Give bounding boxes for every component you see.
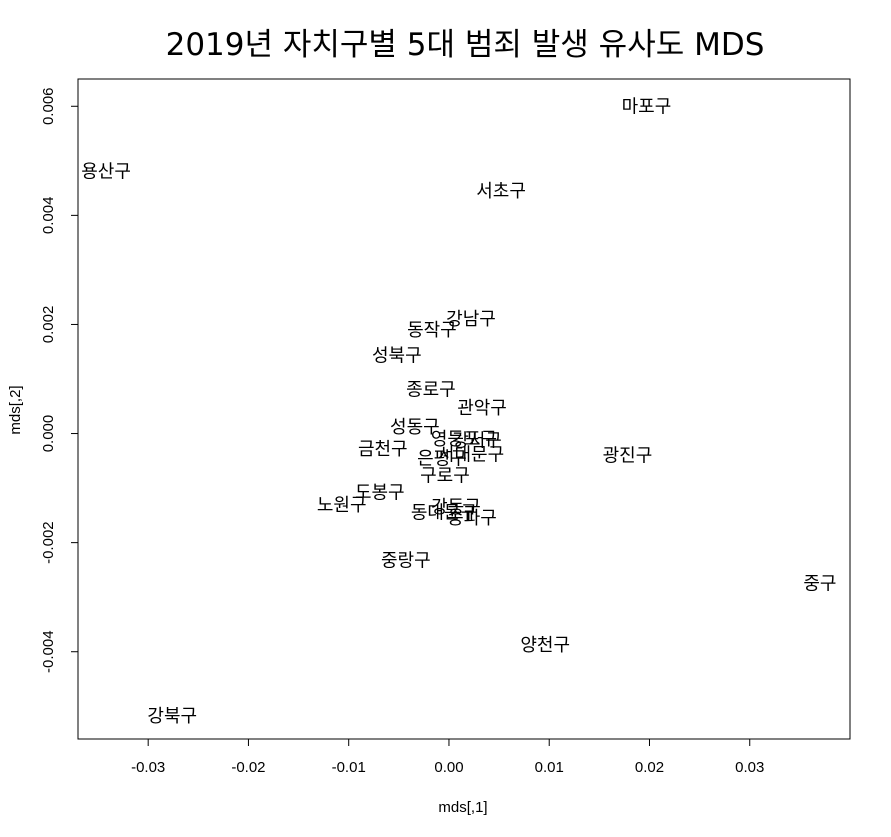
point-label: 관악구 xyxy=(457,398,507,419)
point-label: 동대문구 xyxy=(411,503,477,524)
point-label: 노원구 xyxy=(317,495,367,516)
chart-title: 2019년 자치구별 5대 범죄 발생 유사도 MDS xyxy=(166,27,765,63)
point-label: 성북구 xyxy=(372,346,422,367)
point-label: 도봉구 xyxy=(355,482,405,503)
x-tick-label: -0.01 xyxy=(332,759,366,776)
point-label: 양천구 xyxy=(520,635,570,656)
y-tick-label: -0.002 xyxy=(40,521,57,564)
point-label: 은평구 xyxy=(417,449,467,470)
point-label: 강북구 xyxy=(147,706,197,727)
x-tick-label: -0.02 xyxy=(231,759,265,776)
y-tick-label: 0.000 xyxy=(40,415,57,453)
x-axis-title: mds[,1] xyxy=(438,799,487,816)
point-label: 서대문구 xyxy=(438,444,504,465)
x-tick-label: 0.00 xyxy=(434,759,463,776)
x-tick-label: 0.01 xyxy=(535,759,564,776)
point-label: 중구 xyxy=(803,574,836,595)
point-label: 마포구 xyxy=(622,96,672,117)
point-label: 구로구 xyxy=(420,466,470,487)
x-axis: -0.03 -0.02 -0.01 0.00 0.01 0.02 0.03 xyxy=(131,739,764,776)
y-tick-label: 0.002 xyxy=(40,306,57,344)
point-label: 광진구 xyxy=(603,445,653,466)
y-axis-title: mds[,2] xyxy=(7,385,24,434)
x-tick-label: 0.03 xyxy=(735,759,764,776)
point-label: 동작구 xyxy=(407,320,457,341)
point-label: 강서구 xyxy=(452,431,502,452)
point-label: 송파구 xyxy=(447,508,497,529)
y-tick-label: 0.004 xyxy=(40,197,57,235)
point-label: 용산구 xyxy=(81,162,131,183)
point-label: 강동구 xyxy=(431,497,481,518)
y-axis: -0.004 -0.002 0.000 0.002 0.004 0.006 xyxy=(40,87,78,673)
point-label: 강남구 xyxy=(446,309,496,330)
y-tick-label: -0.004 xyxy=(40,630,57,673)
point-label: 중랑구 xyxy=(381,551,431,572)
point-label: 서초구 xyxy=(476,181,526,202)
point-label: 금천구 xyxy=(358,439,408,460)
point-label: 종로구 xyxy=(406,379,456,400)
x-tick-label: -0.03 xyxy=(131,759,165,776)
y-tick-label: 0.006 xyxy=(40,87,57,125)
x-tick-label: 0.02 xyxy=(635,759,664,776)
point-label: 성동구 xyxy=(390,417,440,438)
point-label: 영등포구 xyxy=(431,429,497,450)
plot-frame xyxy=(77,78,851,740)
